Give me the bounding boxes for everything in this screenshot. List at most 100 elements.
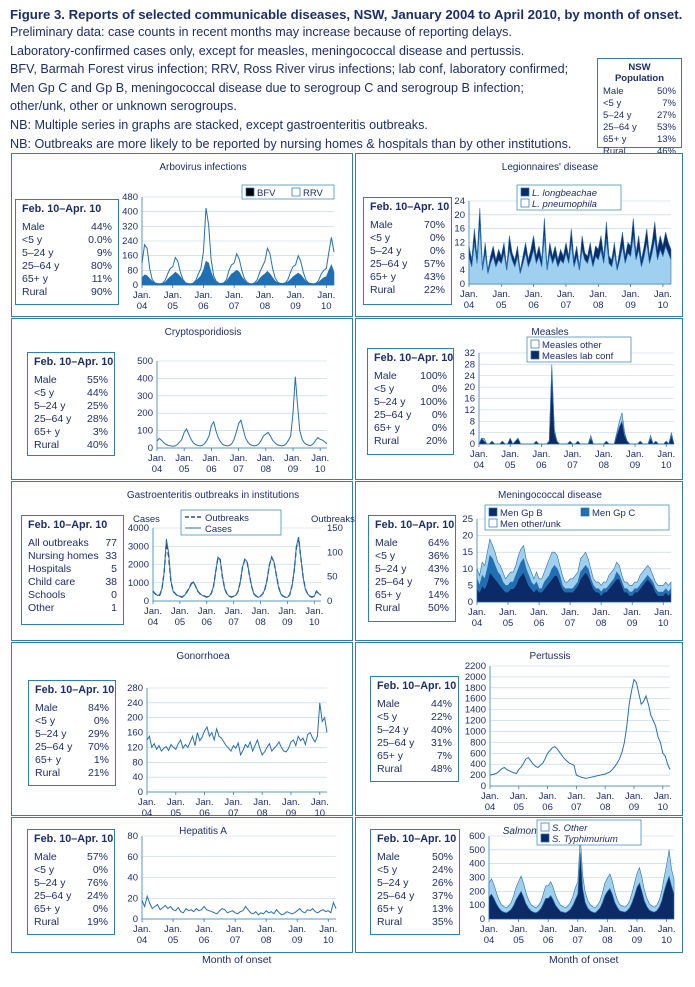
- legend-box: [526, 336, 632, 363]
- chart-panel-hepa: Hepatitis A 0 20 40 60 80 Jan. 04 Jan. 05 Jan. 06 Ja…: [11, 817, 353, 953]
- y-tick-label: 40: [132, 772, 143, 783]
- y-tick-label: 0: [138, 787, 143, 798]
- x-tick-label: 06: [543, 935, 554, 946]
- stats-title: Feb. 10–Apr. 10: [34, 833, 114, 845]
- stats-label: 25–64 y: [34, 890, 72, 902]
- chart-panel-arbo: Arbovirus infections 0 80 160 240 320 400 480 Ja…: [11, 153, 353, 317]
- x-tick-label: Jan.: [596, 791, 614, 802]
- stats-row: Male 50%: [377, 851, 453, 864]
- note-line: BFV, Barmah Forest virus infection; RRV,…: [10, 62, 569, 77]
- legend-swatch: [540, 822, 550, 832]
- x-tick-label: 08: [596, 618, 607, 629]
- stats-label: Male: [22, 221, 45, 233]
- x-tick-label: 10: [658, 802, 669, 813]
- chart-panel-gastro: Gastroenteritis outbreaks in institution…: [11, 481, 355, 641]
- x-tick-label: 10: [315, 808, 326, 819]
- stats-value: 70%: [87, 741, 109, 753]
- y-tick-label: 160: [122, 251, 138, 262]
- x-tick-label: 05: [513, 935, 524, 946]
- x-tick-label: Jan.: [510, 924, 528, 935]
- stats-value: 29%: [87, 728, 109, 740]
- stats-label: Male: [34, 851, 57, 863]
- stats-value: 77: [105, 537, 117, 549]
- x-tick-label: 09: [286, 808, 297, 819]
- x-tick-label: 06: [536, 460, 547, 471]
- x-tick-label: 06: [199, 808, 210, 819]
- x-tick-label: 04: [137, 935, 148, 946]
- stats-label: 5–24 y: [34, 400, 66, 412]
- chart-svg: Pertussis 0200400600800100012001400160018…: [465, 651, 672, 813]
- x-tick-label: 10: [323, 935, 334, 946]
- x-tick-label: 05: [175, 617, 186, 628]
- x-tick-label: Jan.: [623, 607, 641, 618]
- series-line-hepatitis-a: [141, 894, 337, 916]
- y-tick-label: 12: [454, 238, 465, 249]
- x-tick-label: 10: [658, 300, 669, 311]
- y-tick-label: 20: [464, 382, 475, 393]
- x-tick-label: Jan.: [657, 449, 675, 460]
- y-tick-label: 10: [462, 564, 473, 575]
- x-tick-label: Jan.: [564, 449, 582, 460]
- series-line-gonorrhoea: [146, 702, 328, 757]
- y-tick-label: 4: [470, 428, 475, 439]
- stats-label: Rural: [370, 284, 396, 296]
- x-tick-label: Jan.: [567, 791, 585, 802]
- stats-title: Feb. 10–Apr. 10: [28, 519, 108, 531]
- stats-box: Feb. 10–Apr. 10 Male 64% <5 y 36% 5–24 y 43% 25…: [368, 515, 456, 622]
- x-tick-label: Jan.: [225, 606, 243, 617]
- x-tick-label: 09: [630, 460, 641, 471]
- stats-box: Feb. 10–Apr. 10 Male 44% <5 y 0.0% 5–24 y 9% 25…: [15, 199, 119, 305]
- stats-value: 0%: [429, 232, 445, 244]
- x-tick-label: 05: [167, 301, 178, 312]
- chart-panel-measles: Measles 0 4 8 12 16 20 24 28 32 Jan. 04 Jan. 05 Jan. 06…: [355, 318, 683, 480]
- stats-row: 5–24 y 26%: [377, 877, 453, 890]
- series-area-measles-other: [478, 364, 675, 445]
- x-tick-label: Jan.: [539, 924, 557, 935]
- x-tick-label: Jan.: [595, 449, 613, 460]
- x-tick-label: Jan.: [311, 797, 329, 808]
- x-tick-label: Jan.: [598, 924, 616, 935]
- y-tick-label: 800: [470, 737, 486, 748]
- stats-label: <5 y: [34, 864, 55, 876]
- x-tick-label: Jan.: [138, 797, 156, 808]
- y-tick-label: 2000: [128, 560, 149, 571]
- y-tick-label: 400: [469, 859, 485, 870]
- y-tick-label: 1800: [465, 683, 486, 694]
- x-tick-label: Jan.: [175, 453, 193, 464]
- stats-row: Male 44%: [377, 698, 452, 711]
- stats-title: Feb. 10–Apr. 10: [35, 684, 115, 696]
- nsw-pop-row: 5–24 y 27%: [603, 110, 676, 122]
- x-tick-label: 07: [233, 464, 244, 475]
- x-tick-label: 07: [565, 618, 576, 629]
- chart-panel-salm: Salmonella infections0100200300400500600…: [355, 817, 683, 953]
- x-tick-label: 05: [505, 460, 516, 471]
- stats-value: 43%: [427, 563, 449, 575]
- stats-value: 57%: [86, 851, 108, 863]
- y-tick-label: 200: [470, 770, 486, 781]
- stats-row: Rural 21%: [35, 767, 109, 780]
- stats-label: 25–64 y: [22, 260, 60, 272]
- stats-label: 65+ y: [370, 271, 396, 283]
- chart-panel-mening: Meningococcal disease 0 5 10 15 20 25 Jan. 04 Jan…: [355, 481, 683, 641]
- stats-title: Feb. 10–Apr. 10: [377, 833, 457, 845]
- stats-value: 84%: [87, 702, 109, 714]
- legend-label: S. Other: [552, 823, 588, 834]
- stats-value: 25%: [86, 400, 108, 412]
- series-line-pertussis: [489, 678, 671, 779]
- stats-row: 5–24 y 76%: [34, 877, 108, 890]
- stats-label: Male: [377, 851, 400, 863]
- stats-value: 0%: [429, 245, 445, 257]
- stats-value: 13%: [431, 903, 453, 915]
- x-tick-label: Jan.: [654, 791, 672, 802]
- y-tick-label: 2000: [465, 672, 486, 683]
- x-tick-label: 05: [503, 618, 514, 629]
- y-tick-label: 400: [470, 759, 486, 770]
- x-tick-label: Jan.: [658, 924, 676, 935]
- stats-title: Feb. 10–Apr. 10: [377, 680, 457, 692]
- x-tick-label: Jan.: [225, 290, 243, 301]
- y-tick-label: 2200: [465, 661, 486, 672]
- stats-value: 20%: [425, 435, 447, 447]
- stats-value: 40%: [86, 439, 108, 451]
- stats-row: <5 y 0%: [370, 232, 445, 245]
- x-tick-label: Jan.: [195, 924, 213, 935]
